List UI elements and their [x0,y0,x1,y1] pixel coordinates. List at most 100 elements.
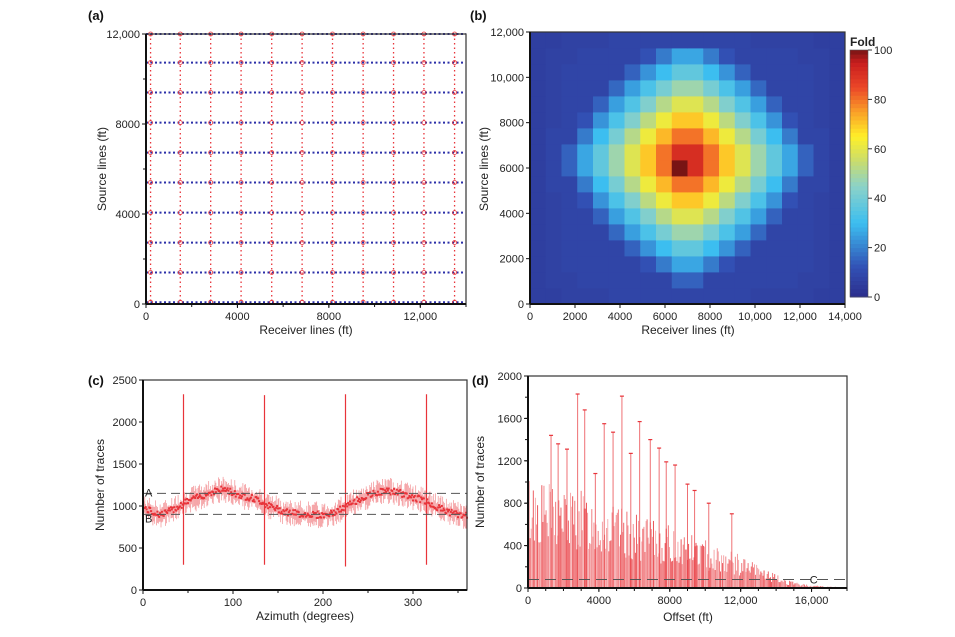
trace-point [167,509,170,512]
trace-point [333,513,336,516]
heatmap-cell [545,64,562,81]
heatmap-cell [561,144,578,161]
heatmap-cell [719,64,736,81]
x-tick-label: 8000 [317,311,341,323]
trace-point [430,505,432,508]
intersection-marker [148,120,153,126]
heatmap-cell [750,96,767,113]
trace-point [371,494,374,497]
heatmap-cell [608,288,625,305]
y-tick-label: 0 [134,299,140,311]
trace-point [273,507,276,510]
heatmap-cell [593,240,610,257]
heatmap-cell [750,256,767,273]
heatmap-cell [687,80,704,97]
trace-point [367,493,369,496]
intersection-marker [299,210,305,216]
heatmap-cell [530,160,547,177]
heatmap-cell [829,48,846,65]
heatmap-cell [687,208,704,225]
heatmap-cell [561,160,578,177]
heatmap-cell [719,288,736,305]
trace-point [410,496,413,499]
trace-point [286,508,288,511]
trace-point [253,500,256,503]
trace-point [320,516,323,519]
heatmap-cell [719,272,736,289]
intersection-marker [148,180,153,185]
heatmap-cell [640,272,657,289]
heatmap-cell [608,240,625,257]
trace-point [166,512,169,515]
trace-point [245,498,248,501]
intersection-marker [208,90,214,95]
trace-point [159,512,162,515]
colorbar-segment [850,115,868,121]
intersection-marker [269,90,275,95]
heatmap-cell [608,128,625,145]
heatmap-cell [782,256,799,273]
heatmap-cell [734,48,751,65]
heatmap-cell [530,32,547,49]
heatmap-cell [703,288,720,305]
trace-point [173,506,176,509]
y-tick-label: 8000 [116,119,140,131]
colorbar-segment [850,181,868,187]
heatmap-cell [734,256,751,273]
heatmap-cell [813,96,830,113]
trace-point [243,493,246,496]
heatmap-cell [829,96,846,113]
trace-point [219,491,222,494]
trace-point [357,500,360,503]
trace-point [275,506,278,509]
trace-point [240,497,243,500]
intersection-marker [452,240,457,245]
colorbar-segment [850,111,868,117]
heatmap-cell [593,112,610,129]
trace-point [223,487,226,490]
heatmap-cell [766,112,783,129]
heatmap-cell [703,160,720,177]
x-tick-label: 200 [314,597,332,609]
trace-point [252,498,255,501]
colorbar-segment [850,272,868,277]
intersection-marker [299,150,305,155]
trace-point [210,494,213,497]
trace-point [234,495,237,498]
intersection-marker [299,90,305,95]
trace-point [178,506,180,509]
intersection-marker [148,240,153,245]
colorbar-segment [850,161,868,166]
heatmap-cell [530,64,547,81]
heatmap-cell [766,272,783,289]
x-tick-label: 8000 [658,595,682,607]
heatmap-cell [734,64,751,81]
trace-point [199,495,202,498]
heatmap-cell [608,48,625,65]
x-tick-label: 2000 [563,311,587,323]
heatmap-cell [561,288,578,305]
intersection-marker [391,180,396,185]
trace-point [348,503,351,506]
colorbar-segment [850,198,868,203]
y-tick-label: 1000 [113,501,137,513]
trace-point [386,489,389,492]
x-tick-label: 16,000 [795,595,829,607]
heatmap-cell [640,96,657,113]
trace-point [379,487,382,490]
y-tick-label: 0 [131,585,137,597]
trace-point [241,495,243,498]
heatmap-cell [608,112,625,129]
heatmap-cell [656,224,673,241]
intersection-marker [208,180,214,185]
intersection-marker [330,60,335,65]
trace-point [394,493,396,496]
intersection-marker [177,150,183,155]
intersection-marker [148,270,153,275]
trace-point [382,488,385,491]
trace-point [342,509,345,512]
plot-b: 0 2000 4000 6000 8000 10,000 12,000 14,000 0 2000… [490,27,892,323]
heatmap-cell [797,96,814,113]
heatmap-cell [624,112,641,129]
trace-point [218,489,221,492]
